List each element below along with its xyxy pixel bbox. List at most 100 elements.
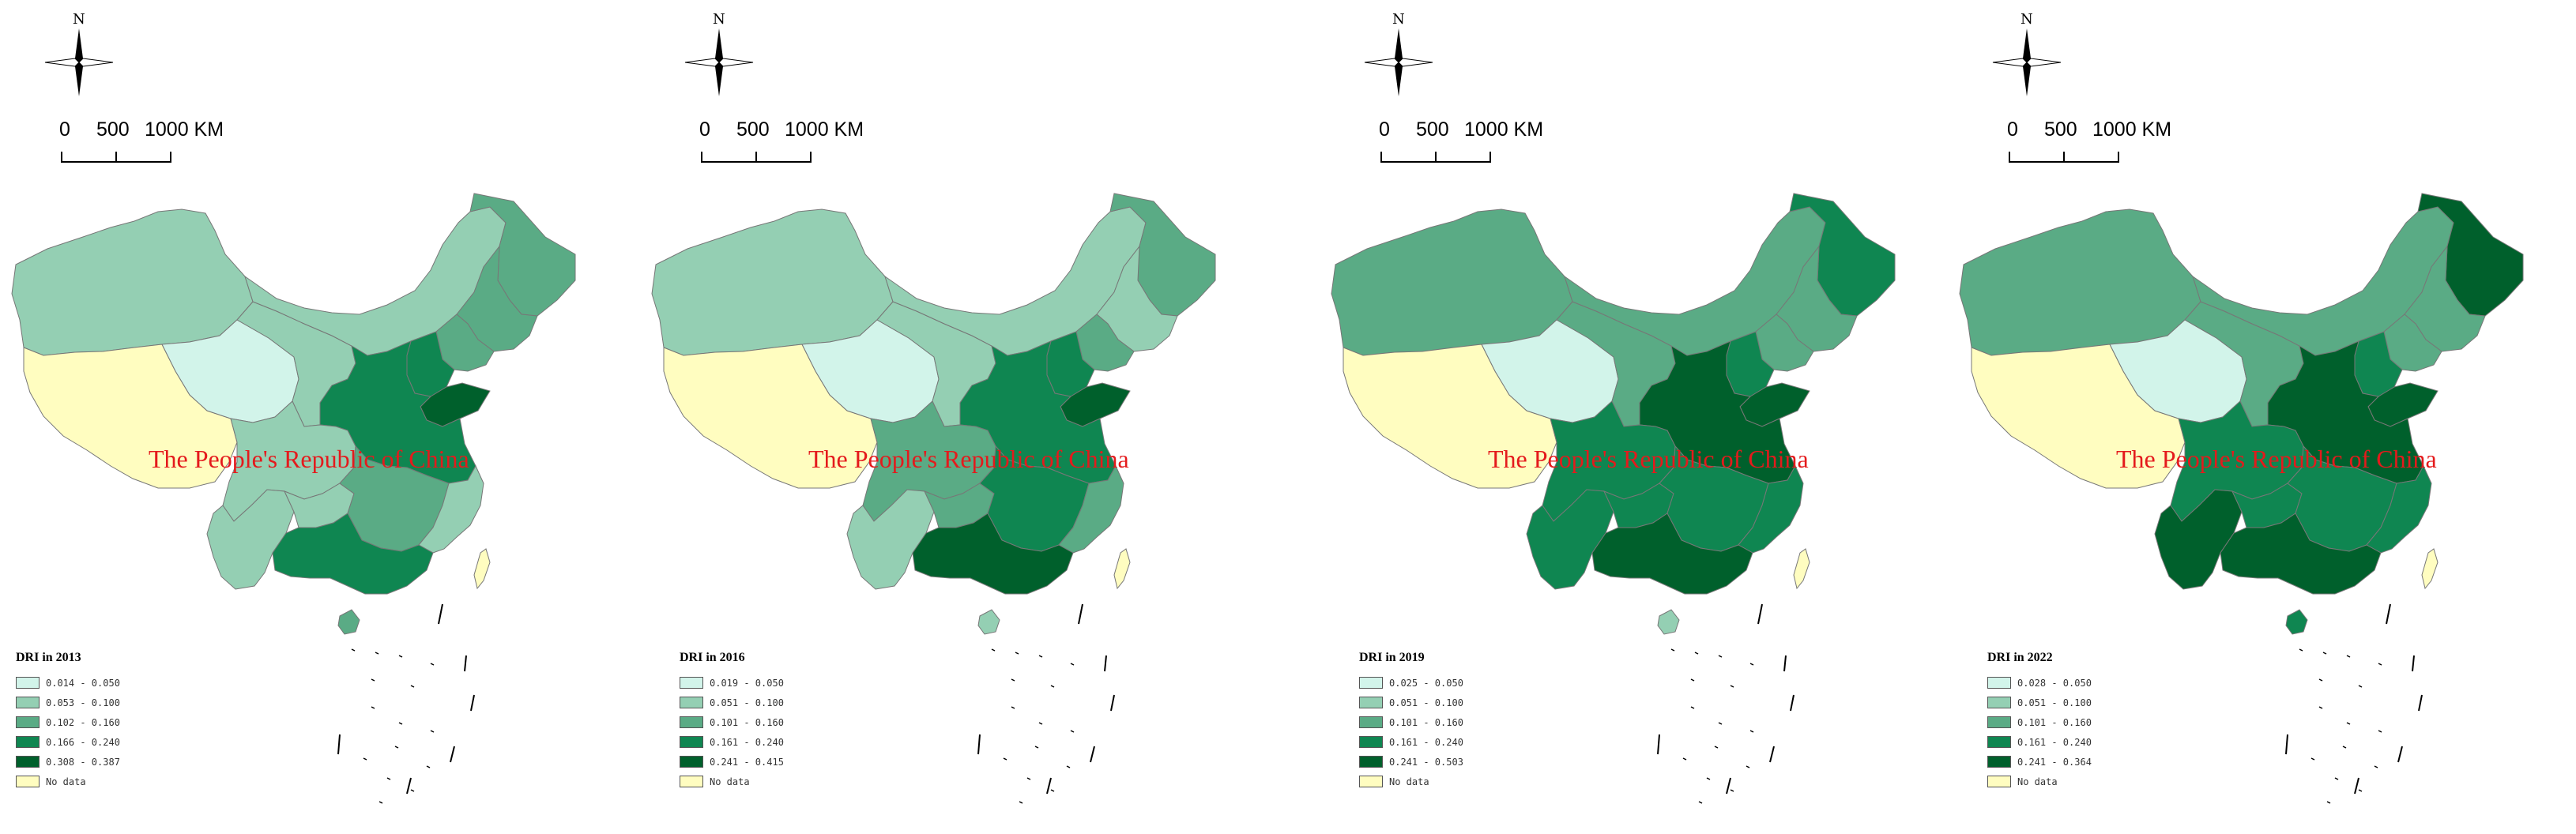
legend-title: DRI in 2022	[1987, 651, 2053, 664]
country-label: The People's Republic of China	[808, 445, 1129, 473]
region-taiwan	[1113, 548, 1131, 590]
region-hainan	[337, 609, 360, 635]
legend-label: 0.051 - 0.100	[1389, 697, 1463, 708]
legend-swatch	[1359, 677, 1383, 689]
legend-item: 0.014 - 0.050	[16, 673, 174, 693]
legend-label: 0.025 - 0.050	[1389, 677, 1463, 689]
region-xinjiang	[1959, 208, 2201, 356]
scale-tick-label: 0	[699, 118, 710, 141]
region-yunnan	[206, 489, 295, 590]
map-legend: DRI in 2019 0.025 - 0.050 0.051 - 0.100 0.1…	[1359, 651, 1517, 791]
legend-swatch	[1987, 776, 2011, 787]
legend-item: No data	[1987, 772, 2145, 791]
legend-item: 0.102 - 0.160	[16, 712, 174, 732]
legend-item: 0.025 - 0.050	[1359, 673, 1517, 693]
legend-swatch	[1359, 756, 1383, 768]
region-heilongjiang	[469, 193, 576, 317]
legend-item: 0.101 - 0.160	[680, 712, 838, 732]
country-label: The People's Republic of China	[2116, 445, 2437, 473]
legend-item: 0.051 - 0.100	[1359, 693, 1517, 712]
compass-rose-icon	[1364, 28, 1433, 96]
south-china-sea-islands	[1657, 603, 1795, 804]
scale-bar: 0 500 1000 KM	[2007, 118, 2171, 166]
scale-tick-label: 0	[1379, 118, 1390, 141]
scale-bar: 0 500 1000 KM	[1379, 118, 1543, 166]
country-label: The People's Republic of China	[1488, 445, 1809, 473]
south-china-sea-islands	[2285, 603, 2423, 804]
legend-title: DRI in 2016	[680, 651, 745, 664]
legend-item: 0.161 - 0.240	[1987, 732, 2145, 752]
compass-rose-icon	[684, 28, 754, 96]
north-arrow: N	[1991, 11, 2062, 98]
map-legend: DRI in 2016 0.019 - 0.050 0.051 - 0.100 0.1…	[680, 651, 838, 791]
legend-item: 0.308 - 0.387	[16, 752, 174, 772]
scale-mid-tick	[755, 152, 757, 163]
legend-title: DRI in 2019	[1359, 651, 1425, 664]
legend-item: 0.051 - 0.100	[1987, 693, 2145, 712]
legend-swatch	[1987, 677, 2011, 689]
china-province-map	[651, 193, 1216, 804]
region-heilongjiang	[1789, 193, 1896, 317]
map-panel: N 0 500 1000 KM The People's Republic of Chi…	[0, 0, 644, 834]
legend-swatch	[16, 776, 40, 787]
region-tibet	[1971, 344, 2186, 489]
legend-swatch	[16, 697, 40, 708]
north-arrow: N	[43, 11, 115, 98]
legend-label: 0.053 - 0.100	[46, 697, 120, 708]
region-xinjiang	[651, 208, 894, 356]
legend-swatch	[1359, 716, 1383, 728]
legend-swatch	[1987, 716, 2011, 728]
legend-label: 0.241 - 0.503	[1389, 756, 1463, 768]
map-legend: DRI in 2013 0.014 - 0.050 0.053 - 0.100 0.1…	[16, 651, 174, 791]
scale-tick-label: 1000 KM	[785, 118, 864, 141]
legend-label: 0.308 - 0.387	[46, 756, 120, 768]
scale-tick-label: 500	[2044, 118, 2077, 141]
region-guangdong	[1591, 513, 1753, 595]
legend-label: 0.051 - 0.100	[2017, 697, 2092, 708]
region-southeast	[2366, 464, 2432, 554]
region-heilongjiang	[2417, 193, 2524, 317]
legend-swatch	[1987, 756, 2011, 768]
china-province-map	[1959, 193, 2524, 804]
legend-item: No data	[16, 772, 174, 791]
legend-item: No data	[680, 772, 838, 791]
legend-label: No data	[2017, 776, 2058, 787]
legend-swatch	[16, 736, 40, 748]
scale-tick-label: 1000 KM	[2092, 118, 2172, 141]
legend-swatch	[16, 677, 40, 689]
legend-swatch	[16, 716, 40, 728]
map-panel: N 0 500 1000 KM The People's Republic of Chi…	[1320, 0, 1964, 834]
scale-tick-label: 500	[736, 118, 770, 141]
legend-item: 0.161 - 0.240	[1359, 732, 1517, 752]
legend-label: 0.241 - 0.415	[710, 756, 784, 768]
scale-tick-label: 0	[59, 118, 70, 141]
region-southeast	[418, 464, 484, 554]
legend-label: 0.161 - 0.240	[2017, 736, 2092, 748]
legend-item: No data	[1359, 772, 1517, 791]
legend-label: 0.051 - 0.100	[710, 697, 784, 708]
legend-swatch	[680, 677, 703, 689]
legend-item: 0.241 - 0.415	[680, 752, 838, 772]
legend-item: 0.161 - 0.240	[680, 732, 838, 752]
legend-label: 0.014 - 0.050	[46, 677, 120, 689]
north-label: N	[2021, 11, 2033, 28]
region-hainan	[977, 609, 1000, 635]
north-label: N	[73, 11, 85, 28]
scale-tick-label: 1000 KM	[145, 118, 224, 141]
legend-label: No data	[1389, 776, 1429, 787]
region-xinjiang	[1331, 208, 1573, 356]
scale-tick-label: 500	[96, 118, 130, 141]
scale-tick-label: 0	[2007, 118, 2018, 141]
south-china-sea-islands	[977, 603, 1115, 804]
region-tibet	[23, 344, 238, 489]
scale-mid-tick	[2063, 152, 2065, 163]
legend-swatch	[680, 736, 703, 748]
region-yunnan	[1526, 489, 1614, 590]
legend-swatch	[1987, 697, 2011, 708]
legend-title: DRI in 2013	[16, 651, 81, 664]
scale-bar: 0 500 1000 KM	[59, 118, 224, 166]
scale-tick-label: 1000 KM	[1464, 118, 1544, 141]
legend-label: 0.028 - 0.050	[2017, 677, 2092, 689]
region-yunnan	[2154, 489, 2243, 590]
